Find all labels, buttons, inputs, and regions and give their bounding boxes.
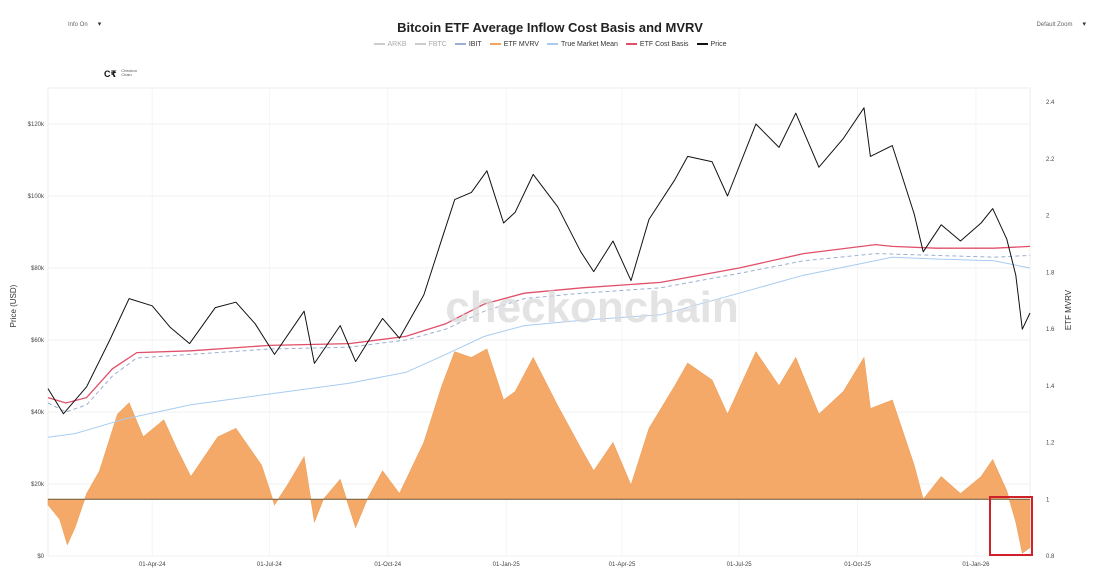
chevron-down-icon: ▾ bbox=[1082, 21, 1086, 28]
ibit-line bbox=[47, 253, 1031, 413]
price-line bbox=[47, 107, 1031, 415]
legend-label: True Market Mean bbox=[560, 41, 618, 48]
x-tick-label: 01-Oct-25 bbox=[844, 562, 871, 568]
legend-swatch bbox=[373, 43, 385, 46]
zoom-select[interactable]: Default Zoom ▾ bbox=[1036, 20, 1086, 28]
y-tick-label-right: 1.4 bbox=[1046, 384, 1055, 390]
logo-mark-icon: C₹ bbox=[104, 69, 117, 79]
legend-swatch bbox=[696, 43, 708, 46]
legend-item[interactable]: ARKB bbox=[373, 41, 407, 48]
legend-swatch bbox=[454, 43, 466, 46]
x-tick-label: 01-Apr-25 bbox=[609, 562, 636, 568]
logo-line2: Chain bbox=[121, 71, 132, 77]
chart-legend: ARKB FBTC IBIT ETF MVRV True Market Mean ETF … bbox=[0, 41, 1100, 48]
chevron-down-icon: ▾ bbox=[97, 21, 102, 28]
legend-label: ETF MVRV bbox=[503, 41, 539, 48]
legend-label: ETF Cost Basis bbox=[639, 41, 689, 48]
etf-cost-basis-line bbox=[47, 243, 1031, 404]
checkonchain-logo: C₹ Checkon Chain bbox=[104, 64, 137, 82]
info-toggle-label: Info On bbox=[68, 22, 88, 28]
x-tick-label: 01-Jul-24 bbox=[257, 562, 283, 568]
info-toggle[interactable]: Info On ▾ bbox=[68, 20, 101, 28]
legend-item[interactable]: IBIT bbox=[454, 41, 482, 48]
true-market-mean-line bbox=[47, 256, 1031, 438]
legend-swatch bbox=[546, 43, 558, 46]
legend-item[interactable]: FBTC bbox=[414, 41, 447, 48]
y-tick-label-right: 1.6 bbox=[1046, 327, 1055, 333]
logo-line1: Checkon bbox=[121, 67, 138, 73]
legend-label: FBTC bbox=[428, 41, 447, 48]
etf-mvrv-area bbox=[47, 348, 1031, 554]
legend-swatch bbox=[414, 43, 426, 46]
legend-item[interactable]: ETF MVRV bbox=[489, 41, 539, 48]
legend-item[interactable]: Price bbox=[696, 41, 727, 48]
y-tick-label-right: 1.2 bbox=[1046, 441, 1055, 447]
y-tick-label-right: 1 bbox=[1046, 497, 1050, 503]
watermark: checkonchain bbox=[445, 283, 738, 332]
x-tick-label: 01-Jul-25 bbox=[727, 562, 753, 568]
chart-title: Bitcoin ETF Average Inflow Cost Basis an… bbox=[397, 20, 703, 35]
x-tick-label: 01-Oct-24 bbox=[374, 562, 401, 568]
legend-item[interactable]: ETF Cost Basis bbox=[625, 41, 689, 48]
highlight-box bbox=[989, 496, 1033, 556]
legend-label: ARKB bbox=[387, 41, 407, 48]
y-axis-label-left: Price (USD) bbox=[9, 284, 18, 327]
legend-swatch bbox=[625, 43, 637, 46]
zoom-select-label: Default Zoom bbox=[1036, 22, 1073, 28]
y-tick-label-left: $80k bbox=[31, 266, 45, 272]
y-axis-label-right: ETF MVRV bbox=[1064, 289, 1073, 330]
y-tick-label-left: $60k bbox=[31, 338, 45, 344]
y-tick-label-right: 1.8 bbox=[1046, 270, 1055, 276]
y-tick-label-left: $40k bbox=[31, 410, 45, 416]
x-tick-label: 01-Apr-24 bbox=[139, 562, 166, 568]
legend-label: IBIT bbox=[468, 41, 482, 48]
y-tick-label-right: 2.2 bbox=[1046, 157, 1055, 163]
y-tick-label-right: 0.8 bbox=[1046, 554, 1055, 560]
y-tick-label-right: 2 bbox=[1046, 214, 1050, 220]
legend-label: Price bbox=[710, 41, 727, 48]
x-tick-label: 01-Jan-26 bbox=[962, 562, 990, 568]
x-tick-label: 01-Jan-25 bbox=[493, 562, 521, 568]
y-tick-label-left: $120k bbox=[28, 122, 45, 128]
legend-item[interactable]: True Market Mean bbox=[546, 41, 618, 48]
y-tick-label-left: $20k bbox=[31, 482, 45, 488]
y-tick-label-left: $100k bbox=[28, 194, 45, 200]
legend-swatch bbox=[489, 43, 501, 46]
y-tick-label-left: $0 bbox=[37, 554, 44, 560]
y-tick-label-right: 2.4 bbox=[1046, 100, 1055, 106]
